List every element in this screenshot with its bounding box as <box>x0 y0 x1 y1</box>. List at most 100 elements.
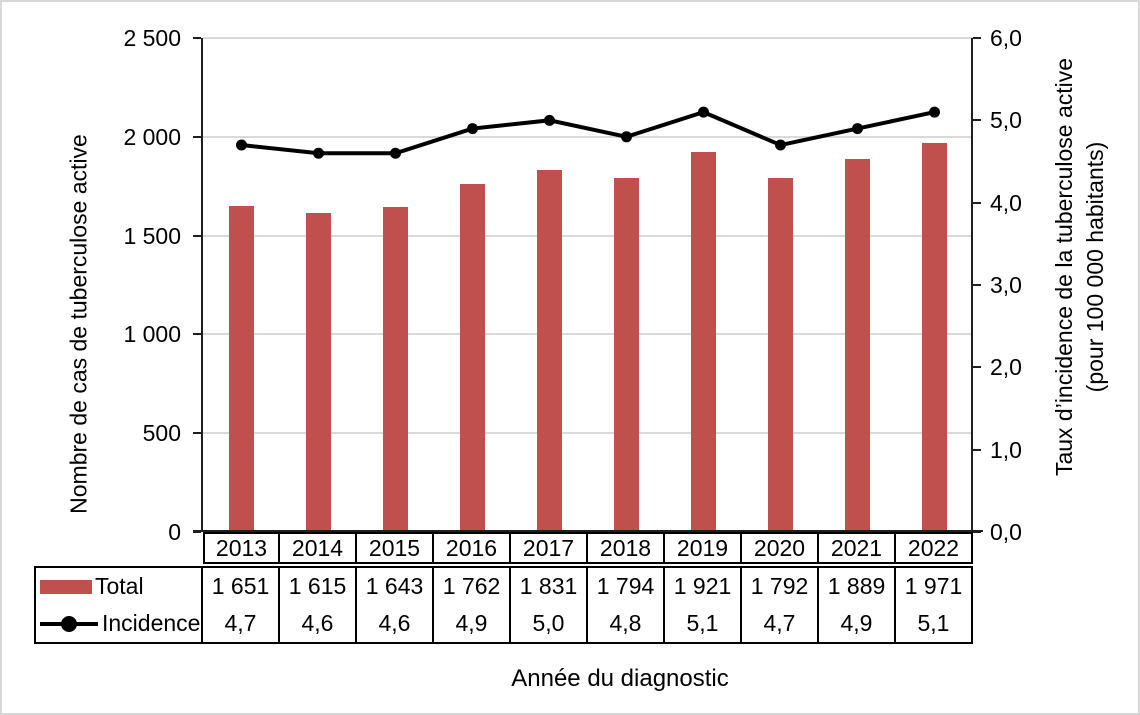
table-column-2019: 1 921 5,1 <box>665 566 742 644</box>
x-axis-line <box>193 530 983 532</box>
gridline <box>203 432 973 435</box>
legend: Total Incidence <box>34 566 203 644</box>
left-axis-tick <box>193 432 201 435</box>
total-value-2017: 1 831 <box>519 573 578 599</box>
table-column-2014: 1 615 4,6 <box>280 566 357 644</box>
left-axis-tick <box>193 234 201 237</box>
right-axis-tick-label: 6,0 <box>990 25 1022 51</box>
table-column-2021: 1 889 4,9 <box>819 566 896 644</box>
table-column-2013: 1 651 4,7 <box>203 566 280 644</box>
gridline <box>203 234 973 237</box>
year-cell-2017: 2017 <box>511 532 588 564</box>
bar-2018 <box>614 177 639 532</box>
year-cell-2014: 2014 <box>280 532 357 564</box>
right-axis-tick <box>973 119 981 122</box>
incidence-value-2019: 5,1 <box>686 610 719 636</box>
incidence-value-2021: 4,9 <box>840 610 873 636</box>
total-value-2021: 1 889 <box>827 573 886 599</box>
incidence-value-2014: 4,6 <box>301 610 334 636</box>
bar-2022 <box>922 142 947 532</box>
left-axis-tick-label: 0 <box>168 519 181 545</box>
year-cell-2013: 2013 <box>203 532 280 564</box>
incidence-value-2017: 5,0 <box>532 610 565 636</box>
incidence-marker-2018 <box>621 131 632 143</box>
chart-data-table: Total Incidence 1 651 4,7 1 615 4,6 1 643 4,6… <box>34 566 973 644</box>
bar-2019 <box>691 152 716 532</box>
incidence-marker-2017 <box>544 114 555 126</box>
year-cell-2015: 2015 <box>357 532 434 564</box>
table-column-2017: 1 831 5,0 <box>511 566 588 644</box>
x-axis-category-row: 2013 2014 2015 2016 2017 2018 2019 2020 2021 2022 <box>203 532 973 564</box>
gridline <box>203 37 973 39</box>
total-value-2019: 1 921 <box>673 573 732 599</box>
year-cell-2021: 2021 <box>819 532 896 564</box>
right-axis-tick <box>973 201 981 204</box>
incidence-marker-2015 <box>390 147 401 159</box>
total-value-2016: 1 762 <box>442 573 501 599</box>
right-axis-tick <box>973 366 981 369</box>
table-column-2022: 1 971 5,1 <box>896 566 973 644</box>
table-column-2020: 1 792 4,7 <box>742 566 819 644</box>
total-value-2015: 1 643 <box>365 573 424 599</box>
bar-2014 <box>306 212 331 532</box>
incidence-marker-2021 <box>852 123 863 135</box>
right-axis-tick <box>973 448 981 451</box>
year-cell-2020: 2020 <box>742 532 819 564</box>
left-axis-tick <box>193 135 201 138</box>
incidence-marker-2020 <box>775 139 786 151</box>
right-axis-tick-label: 2,0 <box>990 354 1022 381</box>
table-column-2015: 1 643 4,6 <box>357 566 434 644</box>
right-axis-tick-label: 1,0 <box>990 436 1022 463</box>
incidence-marker-2019 <box>698 106 709 118</box>
incidence-line-swatch-icon <box>40 615 98 632</box>
legend-entry-incidence: Incidence <box>36 605 201 642</box>
bar-2013 <box>229 205 254 532</box>
right-axis-tick-label: 5,0 <box>990 107 1022 134</box>
left-axis-tick-label: 1 500 <box>123 222 181 249</box>
total-value-2014: 1 615 <box>288 573 347 599</box>
incidence-marker-2022 <box>929 106 940 118</box>
left-axis-tick-label: 500 <box>142 420 181 447</box>
gridline <box>203 333 973 336</box>
incidence-value-2013: 4,7 <box>224 610 257 636</box>
left-axis-tick <box>193 333 201 336</box>
right-axis-line <box>971 38 973 532</box>
left-axis-tick-label: 2 000 <box>123 123 181 150</box>
legend-entry-total: Total <box>36 568 201 605</box>
incidence-value-2018: 4,8 <box>609 610 642 636</box>
year-cell-2016: 2016 <box>434 532 511 564</box>
right-axis-tick <box>973 284 981 286</box>
legend-label-incidence: Incidence <box>102 610 201 636</box>
total-bar-swatch-icon <box>40 579 92 594</box>
left-axis-tick <box>193 531 201 533</box>
incidence-value-2022: 5,1 <box>917 610 950 636</box>
incidence-line <box>241 109 935 156</box>
right-axis-tick-label: 3,0 <box>990 272 1022 298</box>
right-axis-tick <box>973 531 981 533</box>
left-axis-tick-label: 2 500 <box>123 25 181 51</box>
total-value-2022: 1 971 <box>904 573 963 599</box>
bar-2017 <box>537 170 562 532</box>
left-axis-line <box>201 38 203 532</box>
right-axis-tick-label: 4,0 <box>990 189 1022 216</box>
incidence-value-2016: 4,9 <box>455 610 488 636</box>
right-axis-tick-label: 0,0 <box>990 519 1022 545</box>
right-axis-tick <box>973 37 981 39</box>
left-axis-tick <box>193 37 201 39</box>
incidence-marker-2014 <box>313 147 324 159</box>
incidence-marker-2013 <box>236 139 247 151</box>
x-axis-title: Année du diagnostic <box>511 665 729 692</box>
bar-2020 <box>768 177 793 532</box>
left-axis-tick-label: 1 000 <box>123 321 181 348</box>
table-column-2016: 1 762 4,9 <box>434 566 511 644</box>
bar-2021 <box>845 158 870 532</box>
gridline <box>203 135 973 138</box>
incidence-line-series <box>236 106 940 159</box>
total-value-2020: 1 792 <box>750 573 809 599</box>
total-value-2018: 1 794 <box>596 573 655 599</box>
year-cell-2022: 2022 <box>896 532 973 564</box>
year-cell-2019: 2019 <box>665 532 742 564</box>
incidence-value-2015: 4,6 <box>378 610 411 636</box>
